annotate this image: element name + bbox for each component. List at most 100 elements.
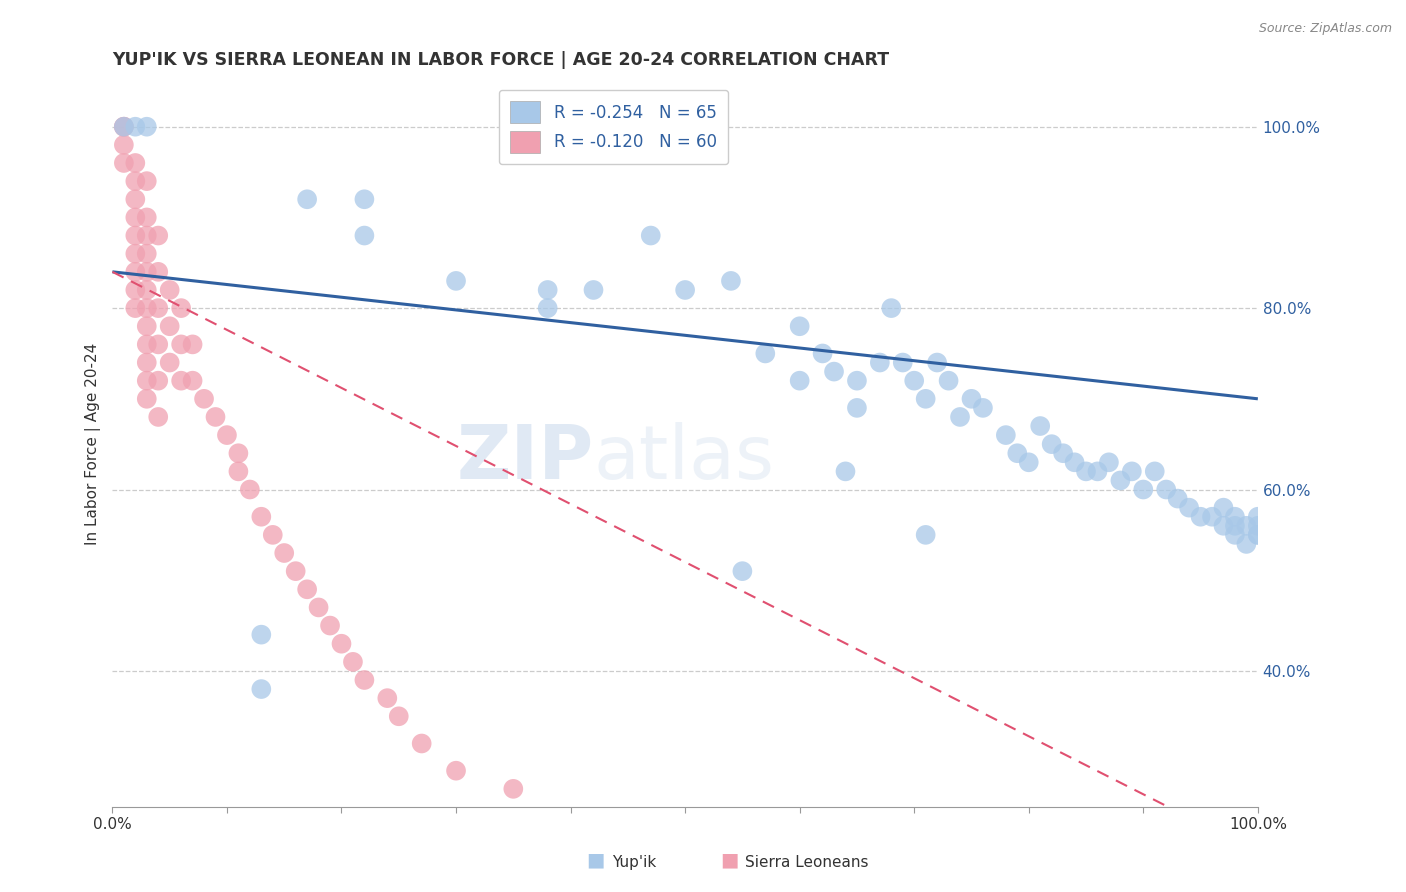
Point bbox=[444, 764, 467, 778]
Point bbox=[537, 283, 560, 297]
Point bbox=[135, 374, 157, 388]
Point bbox=[1154, 483, 1177, 497]
Point bbox=[972, 401, 994, 415]
Point bbox=[170, 301, 193, 315]
Point bbox=[1040, 437, 1063, 451]
Point bbox=[181, 374, 204, 388]
Point bbox=[927, 355, 949, 369]
Point bbox=[112, 120, 135, 134]
Point bbox=[124, 156, 146, 170]
Point bbox=[1201, 509, 1223, 524]
Point bbox=[754, 346, 776, 360]
Point bbox=[135, 265, 157, 279]
Point bbox=[135, 246, 157, 260]
Point bbox=[135, 355, 157, 369]
Point bbox=[1223, 528, 1246, 542]
Point bbox=[124, 120, 146, 134]
Point bbox=[834, 464, 856, 478]
Point bbox=[135, 211, 157, 225]
Point bbox=[537, 301, 560, 315]
Point bbox=[112, 120, 135, 134]
Point bbox=[112, 137, 135, 152]
Point bbox=[135, 283, 157, 297]
Point bbox=[582, 283, 605, 297]
Point bbox=[1247, 528, 1270, 542]
Point bbox=[375, 691, 398, 706]
Point bbox=[1143, 464, 1166, 478]
Point bbox=[295, 582, 318, 597]
Point bbox=[148, 409, 170, 424]
Point bbox=[135, 120, 157, 134]
Point bbox=[1007, 446, 1029, 460]
Point bbox=[960, 392, 983, 406]
Point bbox=[135, 228, 157, 243]
Point bbox=[880, 301, 903, 315]
Point bbox=[444, 274, 467, 288]
Point bbox=[1247, 518, 1270, 533]
Point bbox=[228, 446, 250, 460]
Point bbox=[135, 301, 157, 315]
Point bbox=[273, 546, 295, 560]
Point bbox=[170, 337, 193, 351]
Point bbox=[811, 346, 834, 360]
Point bbox=[994, 428, 1017, 442]
Point bbox=[1132, 483, 1154, 497]
Point bbox=[1189, 509, 1212, 524]
Point bbox=[239, 483, 262, 497]
Point bbox=[215, 428, 238, 442]
Point bbox=[1212, 500, 1234, 515]
Point bbox=[124, 228, 146, 243]
Point bbox=[1247, 509, 1270, 524]
Point bbox=[1018, 455, 1040, 469]
Point bbox=[1223, 509, 1246, 524]
Point bbox=[148, 374, 170, 388]
Point bbox=[250, 627, 273, 641]
Point bbox=[1029, 419, 1052, 434]
Text: atlas: atlas bbox=[593, 422, 775, 495]
Point bbox=[148, 228, 170, 243]
Point bbox=[731, 564, 754, 578]
Point bbox=[135, 337, 157, 351]
Point bbox=[1121, 464, 1143, 478]
Point bbox=[720, 274, 742, 288]
Point bbox=[1167, 491, 1189, 506]
Point bbox=[823, 365, 845, 379]
Point bbox=[1234, 518, 1257, 533]
Point bbox=[148, 265, 170, 279]
Point bbox=[159, 319, 181, 334]
Point bbox=[353, 192, 375, 206]
Point bbox=[181, 337, 204, 351]
Point bbox=[330, 637, 353, 651]
Point bbox=[845, 401, 868, 415]
Text: ■: ■ bbox=[586, 851, 605, 870]
Point bbox=[124, 283, 146, 297]
Point bbox=[1178, 500, 1201, 515]
Point bbox=[949, 409, 972, 424]
Point bbox=[295, 192, 318, 206]
Point bbox=[262, 528, 284, 542]
Point bbox=[148, 337, 170, 351]
Point bbox=[228, 464, 250, 478]
Point bbox=[135, 392, 157, 406]
Point bbox=[1052, 446, 1074, 460]
Point bbox=[124, 174, 146, 188]
Legend: R = -0.254   N = 65, R = -0.120   N = 60: R = -0.254 N = 65, R = -0.120 N = 60 bbox=[499, 90, 728, 164]
Point bbox=[124, 211, 146, 225]
Point bbox=[1074, 464, 1097, 478]
Text: Sierra Leoneans: Sierra Leoneans bbox=[745, 855, 869, 870]
Point bbox=[903, 374, 925, 388]
Point bbox=[353, 228, 375, 243]
Point bbox=[673, 283, 696, 297]
Point bbox=[112, 120, 135, 134]
Point bbox=[640, 228, 662, 243]
Point bbox=[284, 564, 307, 578]
Point bbox=[204, 409, 226, 424]
Y-axis label: In Labor Force | Age 20-24: In Labor Force | Age 20-24 bbox=[86, 343, 101, 545]
Point bbox=[869, 355, 891, 369]
Point bbox=[1247, 528, 1270, 542]
Point bbox=[1063, 455, 1085, 469]
Point bbox=[388, 709, 411, 723]
Point bbox=[1109, 474, 1132, 488]
Point bbox=[124, 301, 146, 315]
Point bbox=[308, 600, 330, 615]
